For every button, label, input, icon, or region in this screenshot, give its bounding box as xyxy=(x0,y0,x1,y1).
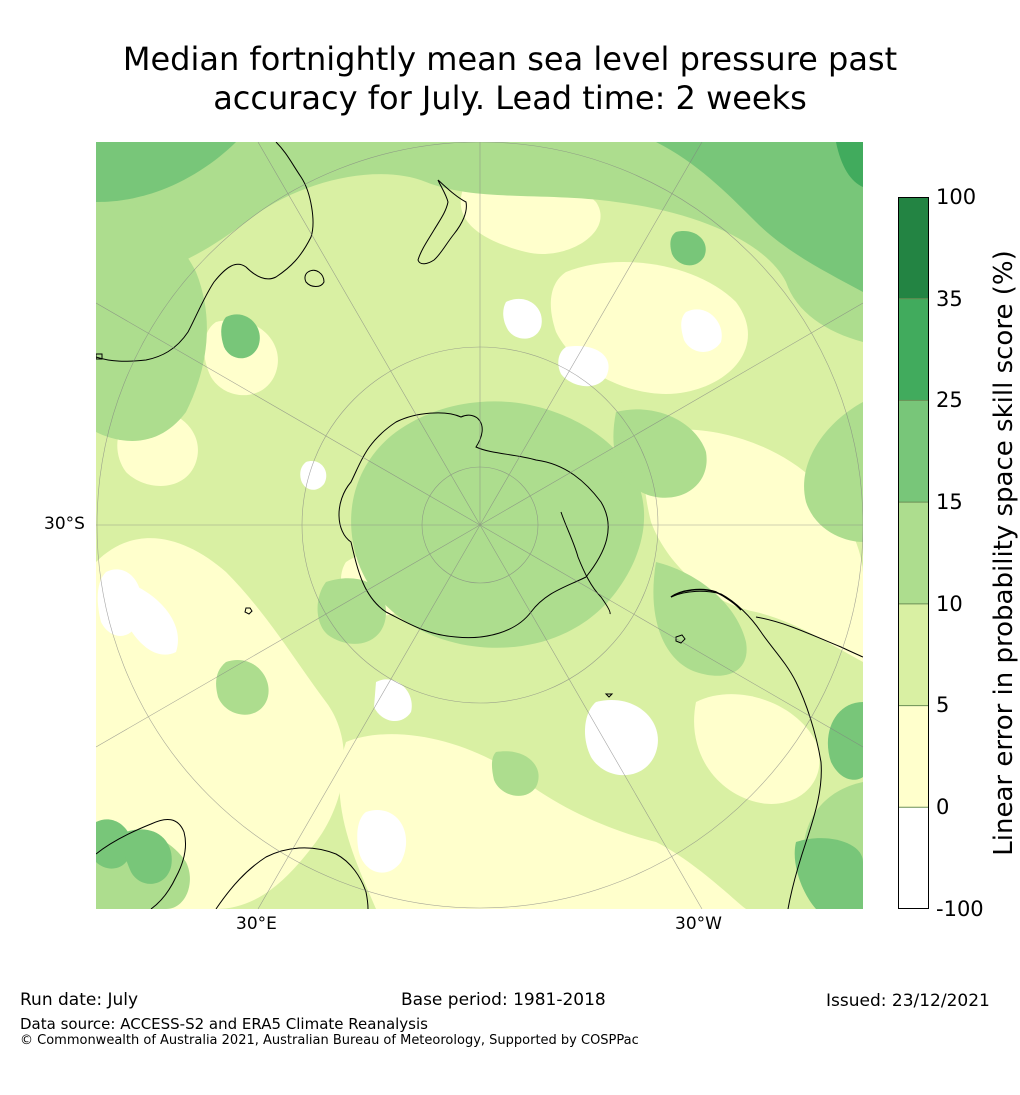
colorbar-tick: 35 xyxy=(936,287,963,311)
colorbar-bin xyxy=(898,298,929,401)
skill-region-10-15 xyxy=(96,142,863,909)
colorbar-bin xyxy=(898,807,929,909)
island-kerguelen xyxy=(244,607,253,615)
graticule xyxy=(96,142,863,909)
south-america-atlantic-coastline xyxy=(755,616,863,658)
colorbar-title: Linear error in probability space skill … xyxy=(989,250,1019,856)
skill-region-15-25 xyxy=(96,142,863,909)
lon-label-30w: 30°W xyxy=(675,914,722,934)
colorbar-tick: 5 xyxy=(936,693,950,717)
copyright: © Commonwealth of Australia 2021, Austra… xyxy=(20,1033,639,1048)
issued-date: Issued: 23/12/2021 xyxy=(826,991,990,1011)
base-period: Base period: 1981-2018 xyxy=(401,990,606,1010)
tasmania-coastline xyxy=(304,269,325,287)
antarctica-coastline xyxy=(338,412,609,639)
colorbar-bin xyxy=(898,400,929,503)
island-south-georgia xyxy=(604,693,614,698)
colorbar xyxy=(898,197,929,909)
data-source: Data source: ACCESS-S2 and ERA5 Climate … xyxy=(20,1015,428,1033)
colorbar-tick: -100 xyxy=(936,897,984,921)
colorbar-tick: 25 xyxy=(936,388,963,412)
colorbar-bin xyxy=(898,705,929,808)
antarctic-peninsula-coastline xyxy=(560,511,611,615)
colorbar-tick: 10 xyxy=(936,592,963,616)
colorbar-tick: 15 xyxy=(936,490,963,514)
australia-coastline xyxy=(96,142,314,362)
colorbar-frame xyxy=(898,197,929,909)
colorbar-bin xyxy=(898,603,929,706)
chart-title-line-1: Median fortnightly mean sea level pressu… xyxy=(122,40,898,78)
colorbar-bin xyxy=(898,502,929,604)
colorbar-bin xyxy=(898,197,929,299)
chart-title-line-2: accuracy for July. Lead time: 2 weeks xyxy=(213,79,807,117)
skill-region-25-35 xyxy=(836,142,863,187)
southern-africa-coastline xyxy=(215,847,369,909)
tierra-del-fuego-coastline xyxy=(670,588,742,611)
africa-coastline xyxy=(96,819,187,909)
colorbar-tick: 0 xyxy=(936,795,950,819)
lon-label-30e: 30°E xyxy=(236,914,277,934)
island-chatham xyxy=(96,353,103,360)
island-falklands xyxy=(675,634,686,644)
run-date: Run date: July xyxy=(20,990,139,1010)
new-zealand-coastline xyxy=(417,179,467,265)
colorbar-tick: 100 xyxy=(936,185,977,209)
skill-score-map xyxy=(96,142,863,909)
lat-label-30s: 30°S xyxy=(44,514,85,534)
